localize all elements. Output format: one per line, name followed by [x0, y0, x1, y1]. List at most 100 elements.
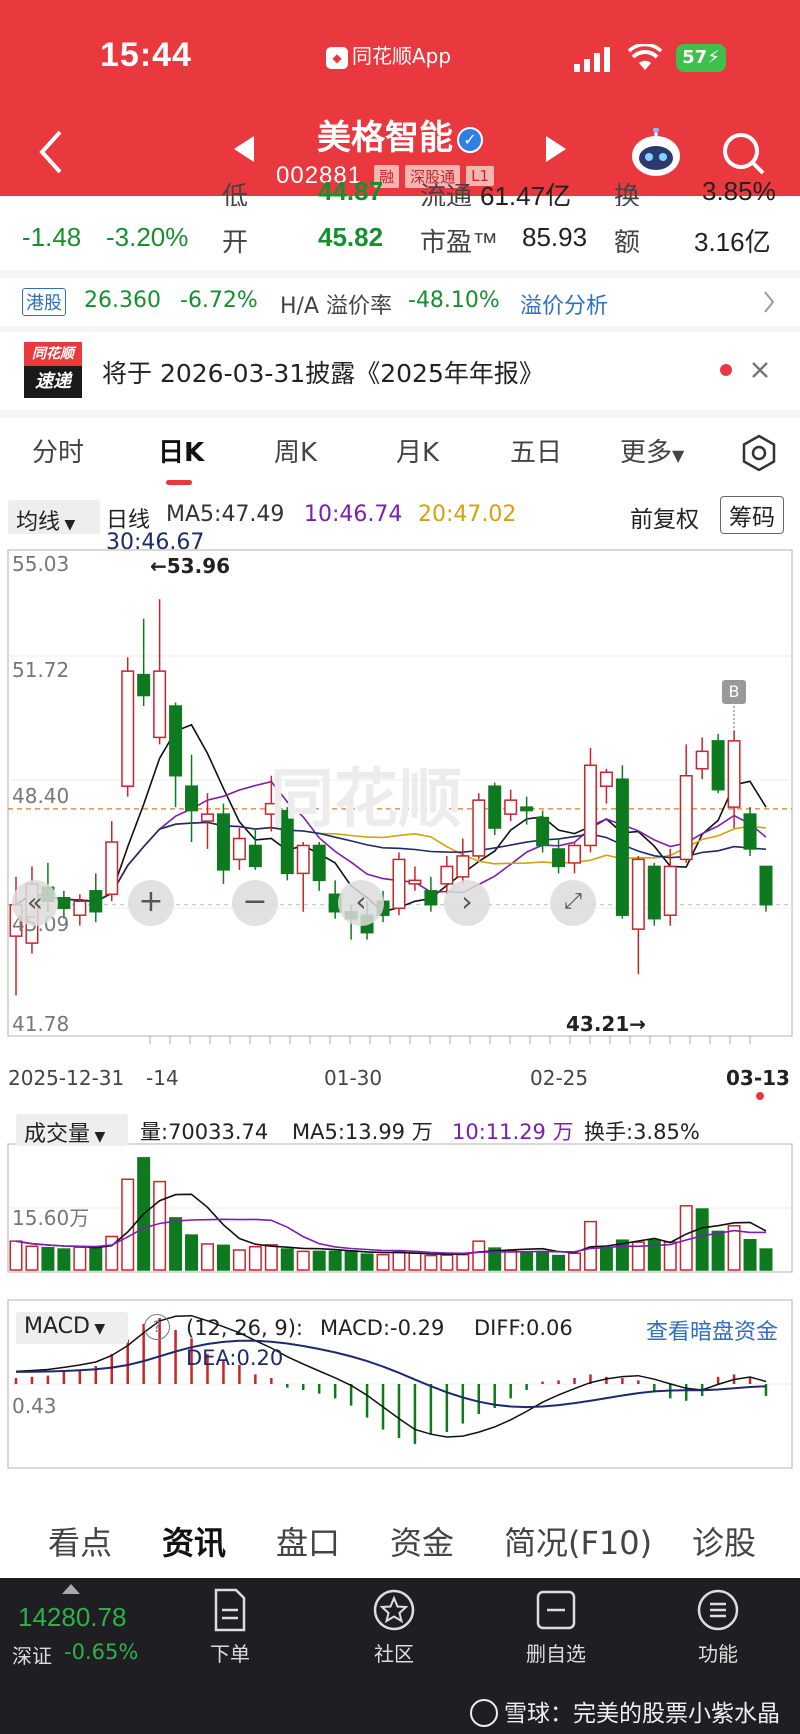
dark-pool-funds-link[interactable]: 查看暗盘资金 [646, 1320, 779, 1345]
volume-bar [73, 1246, 87, 1271]
toolbar-functions[interactable]: 功能 [658, 1578, 778, 1667]
battery-level: 57 [682, 47, 708, 68]
candle-body [408, 879, 422, 885]
toolbar-order[interactable]: 下单 [170, 1578, 290, 1667]
toolbar-community[interactable]: 社区 [334, 1578, 454, 1667]
tab-monthly-k[interactable]: 月K [396, 438, 440, 468]
news-banner[interactable]: 同花顺 速递 将于 2026-03-31披露《2025年年报》 [0, 332, 800, 410]
candle-body [615, 778, 629, 916]
y-label-bottom: 41.78 [12, 1012, 70, 1036]
volume-ma10: 10:11.29 万 [452, 1120, 574, 1144]
y-label-3: 48.40 [12, 784, 70, 808]
settings-hex-icon[interactable] [740, 434, 778, 472]
tab-intraday[interactable]: 分时 [32, 438, 85, 468]
open-label: 开 [222, 227, 249, 257]
tab-highlights[interactable]: 看点 [48, 1524, 113, 1562]
pe-value: 85.93 [522, 222, 588, 252]
adjust-mode[interactable]: 前复权 [630, 507, 699, 533]
robot-assistant-icon[interactable] [628, 128, 684, 178]
tab-news[interactable]: 资讯 [162, 1524, 227, 1562]
tab-f10[interactable]: 简况(F10) [504, 1524, 653, 1562]
zoom-in-icon[interactable]: + [128, 880, 174, 926]
caret-down-icon: ▼ [90, 1129, 106, 1145]
news-text[interactable]: 将于 2026-03-31披露《2025年年报》 [102, 359, 544, 388]
candle-body [504, 799, 518, 815]
candle-body [488, 785, 502, 829]
buy-marker[interactable]: B [722, 680, 746, 704]
hk-premium-row[interactable]: 港股 26.360 -6.72% H/A 溢价率 -48.10% 溢价分析 [0, 278, 800, 326]
app-header: 15:44 ◆ 同花顺App 57⚡ 美格智能 ✓ 002881 融 深股通 L1 [0, 0, 800, 196]
caret-down-icon: ▼ [672, 446, 685, 465]
ma30-value: 30:46.67 [106, 530, 205, 555]
premium-analysis-link[interactable]: 溢价分析 [520, 294, 609, 319]
volume-bar [599, 1246, 613, 1271]
ma-select[interactable]: 均线 ▼ [8, 500, 100, 535]
back-chevron-icon[interactable] [34, 128, 68, 176]
diff-line [15, 1314, 767, 1438]
candle-body [57, 897, 71, 909]
ha-premium-label: H/A 溢价率 [280, 294, 392, 319]
candle-body [185, 785, 199, 812]
candle-body [137, 673, 151, 697]
turnover-value: 3.85% [702, 182, 776, 206]
tag-level: L1 [466, 166, 495, 186]
tab-funds[interactable]: 资金 [390, 1524, 455, 1562]
x-label-3: 01-30 [324, 1066, 383, 1090]
volume-select[interactable]: 成交量 ▼ [16, 1114, 128, 1147]
ma10-value: 10:46.74 [304, 502, 403, 527]
fullscreen-icon[interactable]: ⤢ [550, 880, 596, 926]
zoom-out-icon[interactable]: − [232, 880, 278, 926]
tab-five-day[interactable]: 五日 [510, 438, 563, 468]
scroll-left-far-icon[interactable]: « [12, 880, 58, 926]
candle-body [264, 802, 278, 815]
index-ticker[interactable]: 14280.78 深证 -0.65% [0, 1578, 170, 1688]
kline-type: 日线 [106, 508, 151, 533]
tab-daily-k[interactable]: 日K [158, 438, 205, 468]
tab-orderbook[interactable]: 盘口 [276, 1524, 341, 1562]
wifi-icon [628, 44, 662, 70]
app-logo-icon: ◆ [326, 46, 348, 69]
kline-chart-area: 均线 ▼ 日线 MA5:47.49 10:46.74 20:47.02 30:4… [0, 488, 800, 1498]
next-stock-arrow-icon[interactable] [546, 136, 566, 162]
volume-bar [360, 1253, 374, 1271]
help-icon[interactable]: ? [144, 1314, 170, 1340]
volume-bar [280, 1248, 294, 1271]
volume-bar [679, 1205, 693, 1271]
volume-bar [504, 1249, 518, 1271]
tab-weekly-k[interactable]: 周K [274, 438, 318, 468]
volume-bar [248, 1245, 262, 1271]
scroll-right-icon[interactable]: › [444, 880, 490, 926]
search-icon[interactable] [720, 130, 766, 176]
tab-more-label: 更多 [620, 438, 673, 468]
scroll-left-icon[interactable]: ‹ [338, 880, 384, 926]
toolbar-remove-watchlist[interactable]: 删自选 [496, 1578, 616, 1667]
volume-ma10-line [15, 1218, 767, 1255]
volume-bar [312, 1250, 326, 1271]
stock-title: 美格智能 ✓ [0, 110, 800, 159]
tag-connect: 深股通 [405, 164, 461, 188]
volume-bar [759, 1248, 773, 1271]
candle-body [392, 858, 406, 909]
price-change-pct: -3.20% [106, 222, 189, 252]
low-label: 低 [222, 182, 249, 206]
candle-body [121, 670, 135, 787]
chart-watermark: 同花顺 [270, 763, 462, 837]
toolbar-remove-watchlist-label: 删自选 [526, 1642, 586, 1666]
candle-body [89, 890, 103, 913]
chips-button[interactable]: 筹码 [720, 496, 784, 534]
tab-diagnose[interactable]: 诊股 [692, 1524, 757, 1562]
volume-bar [536, 1251, 550, 1271]
index-value: 14280.78 [18, 1602, 127, 1632]
tab-more[interactable]: 更多▼ [620, 432, 684, 469]
macd-params: (12, 26, 9): [186, 1316, 303, 1340]
volume-bar [89, 1247, 103, 1271]
diff-value: DIFF:0.06 [474, 1316, 573, 1340]
prev-stock-arrow-icon[interactable] [234, 136, 254, 162]
macd-select[interactable]: MACD ▼ [16, 1312, 128, 1344]
watermark-text: 雪球：完美的股票小紫水晶 [504, 1701, 780, 1727]
volume-bar [440, 1254, 454, 1271]
close-icon[interactable] [750, 360, 770, 380]
candle-body [583, 764, 597, 847]
volume-bar [472, 1240, 486, 1271]
kline-svg[interactable] [0, 488, 800, 1498]
